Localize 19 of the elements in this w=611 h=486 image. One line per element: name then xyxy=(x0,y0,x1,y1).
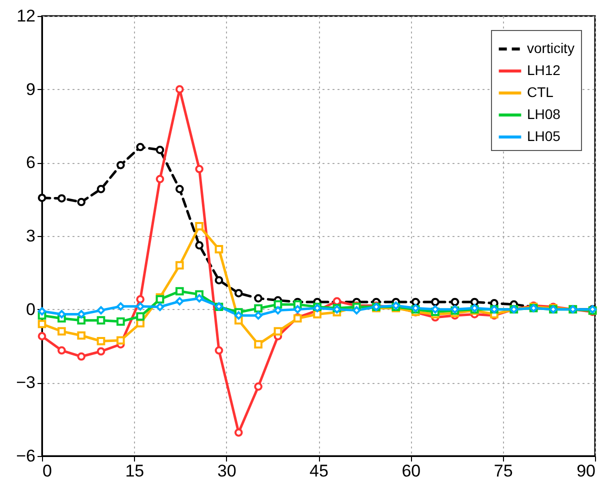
x-tick-label: 45 xyxy=(310,462,328,480)
x-tick-label: 0 xyxy=(42,462,52,480)
legend-label: LH05 xyxy=(527,128,561,144)
x-tick-label: 30 xyxy=(217,462,236,480)
x-tick-label: 90 xyxy=(576,462,596,480)
x-tick-label: 15 xyxy=(125,462,144,480)
legend-label: CTL xyxy=(527,84,554,100)
y-tick-label: 0 xyxy=(26,300,36,319)
y-tick-label: −6 xyxy=(16,446,36,466)
y-tick-label: −3 xyxy=(16,373,36,392)
y-tick-label: 6 xyxy=(26,153,36,172)
y-tick-label: 3 xyxy=(26,226,36,246)
legend-label: vorticity xyxy=(527,40,574,56)
x-tick-label: 75 xyxy=(494,462,513,480)
x-tick-label: 60 xyxy=(402,462,421,480)
legend-label: LH08 xyxy=(527,106,561,122)
y-tick-label: 12 xyxy=(16,6,36,26)
y-tick-label: 9 xyxy=(26,80,36,99)
legend-label: LH12 xyxy=(527,62,561,78)
